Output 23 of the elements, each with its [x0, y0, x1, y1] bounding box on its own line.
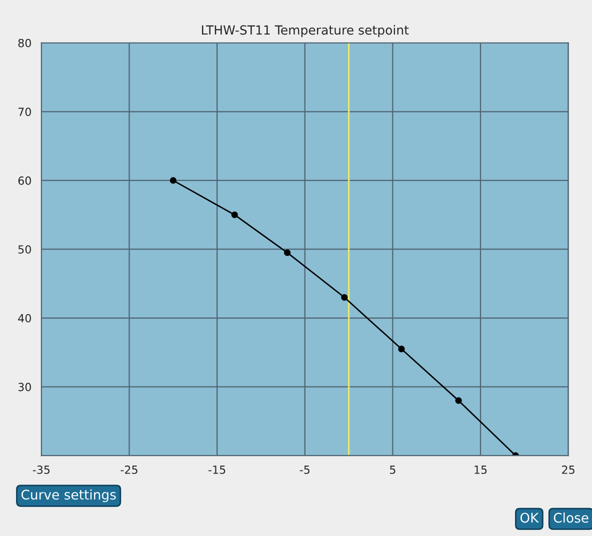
x-tick-label: 5: [390, 466, 396, 474]
chart-title: LTHW-ST11 Temperature setpoint: [202, 25, 409, 38]
x-tick-label: -35: [32, 466, 50, 474]
point: [231, 212, 238, 218]
x-tick-label: 25: [562, 466, 574, 474]
y-tick-label: 60: [18, 176, 31, 185]
point: [455, 397, 462, 404]
x-tick-label: -5: [300, 466, 310, 474]
point: [284, 249, 291, 256]
x-tick-label: 15: [474, 466, 487, 474]
x-tick-label: -25: [120, 466, 138, 474]
text: Curve settings: [21, 489, 116, 502]
text: OK: [520, 512, 539, 523]
y-tick-label: 30: [18, 382, 31, 392]
x-tick-label: -15: [208, 466, 226, 474]
point: [170, 177, 176, 184]
y-tick-label: 50: [18, 245, 31, 254]
text: Close: [554, 512, 588, 523]
point: [341, 294, 348, 301]
y-tick-label: 70: [18, 108, 31, 116]
y-tick-label: 40: [18, 314, 31, 322]
y-tick-label: 80: [18, 38, 31, 48]
point: [398, 346, 405, 352]
